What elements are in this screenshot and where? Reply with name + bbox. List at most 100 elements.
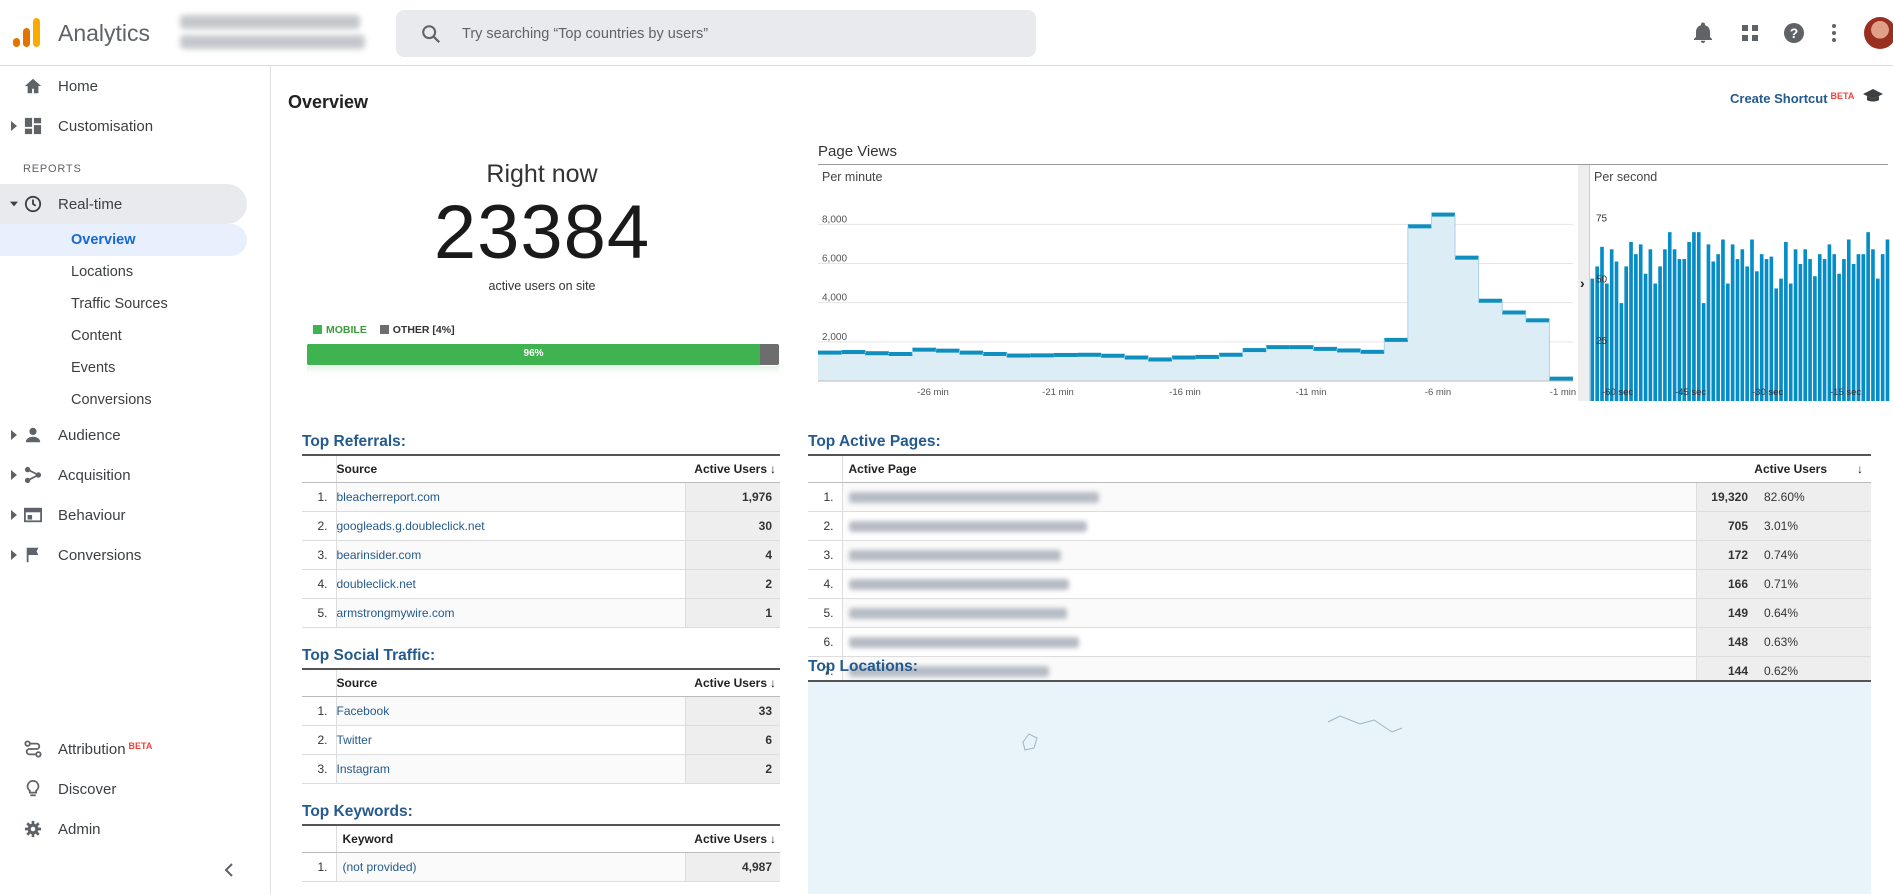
- data-bar: [1813, 276, 1817, 401]
- sidebar-subitem-events[interactable]: Events: [0, 352, 247, 384]
- sidebar-subitem-locations[interactable]: Locations: [0, 256, 247, 288]
- sidebar-item-home[interactable]: Home: [0, 66, 247, 106]
- top-locations-title[interactable]: Top Locations:: [808, 658, 918, 675]
- sidebar-item-audience[interactable]: Audience: [0, 415, 247, 455]
- sidebar-item-admin[interactable]: Admin: [0, 809, 247, 849]
- active-users-value: 166: [1695, 569, 1756, 599]
- x-tick-label: -6 min: [1425, 387, 1451, 398]
- sidebar-item-discover[interactable]: Discover: [0, 769, 247, 809]
- active-users-value: 30: [684, 511, 780, 541]
- sidebar-item-acquisition[interactable]: Acquisition: [0, 455, 247, 495]
- account-picker[interactable]: [176, 12, 371, 54]
- notifications-bell-icon[interactable]: [1691, 21, 1715, 45]
- data-step: [1502, 310, 1526, 315]
- referral-source-link[interactable]: bearinsider.com: [336, 540, 685, 570]
- per-minute-panel: Per minute 2,000 4,000 6,000 8,000 -26 min -2…: [818, 165, 1587, 401]
- app-title: Analytics: [58, 20, 151, 46]
- table-row: 1. 19,320 82.60%: [808, 482, 1871, 512]
- data-step: [1289, 345, 1314, 350]
- data-bar: [1619, 303, 1624, 401]
- more-vert-icon[interactable]: [1822, 21, 1846, 45]
- sidebar-item-label: Conversions: [58, 547, 142, 564]
- table-row: 4. doubleclick.net 2: [302, 569, 780, 599]
- referral-source-link[interactable]: armstrongmywire.com: [336, 598, 685, 628]
- active-page-path[interactable]: [842, 569, 1696, 599]
- clock-icon: [24, 195, 42, 213]
- device-legend: MOBILE OTHER [4%]: [313, 324, 455, 336]
- locations-map[interactable]: [808, 680, 1871, 894]
- top-keywords-title[interactable]: Top Keywords:: [302, 803, 413, 820]
- table-header-row: Source Active Users ↓: [302, 455, 780, 483]
- apps-grid-icon[interactable]: [1738, 21, 1762, 45]
- data-bar: [1803, 249, 1808, 401]
- data-step: [1006, 353, 1031, 358]
- active-page-path[interactable]: [842, 482, 1696, 512]
- data-bar: [1687, 241, 1691, 401]
- active-page-path[interactable]: [842, 598, 1696, 628]
- index-header: [302, 455, 337, 483]
- x-tick-label: -16 min: [1169, 387, 1201, 398]
- data-bar: [1672, 249, 1677, 401]
- data-step: [983, 351, 1007, 356]
- active-users-column-header[interactable]: Active Users ↓: [685, 455, 780, 483]
- referral-source-link[interactable]: googleads.g.doubleclick.net: [336, 511, 685, 541]
- active-users-column-header[interactable]: Active Users ↓: [685, 825, 780, 853]
- data-bar: [1856, 254, 1861, 401]
- top-social-table: Source Active Users ↓ 1. Facebook 33 2. Twitt…: [302, 668, 780, 784]
- data-bar: [1769, 256, 1774, 401]
- blurred-page-path: [848, 607, 1067, 619]
- sidebar-subitem-traffic-sources[interactable]: Traffic Sources: [0, 288, 247, 320]
- collapse-sidebar-chevron-icon[interactable]: [222, 863, 236, 877]
- create-shortcut-label: Create Shortcut: [1730, 91, 1828, 106]
- sidebar-item-realtime[interactable]: Real-time: [0, 184, 247, 224]
- help-icon[interactable]: ?: [1782, 21, 1806, 45]
- beta-badge: BETA: [1830, 91, 1855, 101]
- data-bar: [1846, 239, 1851, 401]
- chevron-right-icon: ›: [1580, 275, 1585, 291]
- active-users-column-header[interactable]: Active Users ↓: [1696, 455, 1871, 483]
- data-step: [1171, 355, 1196, 360]
- x-tick-label: -15 sec: [1830, 387, 1861, 398]
- active-page-path[interactable]: [842, 511, 1696, 541]
- y-tick-label: 2,000: [822, 332, 847, 343]
- data-bar: [1605, 283, 1609, 401]
- sidebar-subitem-content[interactable]: Content: [0, 320, 247, 352]
- data-step: [865, 351, 889, 356]
- top-active-pages-title[interactable]: Top Active Pages:: [808, 433, 941, 450]
- create-shortcut-link[interactable]: Create Shortcut BETA: [1730, 91, 1854, 106]
- active-page-path[interactable]: [842, 627, 1696, 657]
- sidebar-item-label: Behaviour: [58, 507, 126, 524]
- sidebar-item-behaviour[interactable]: Behaviour: [0, 495, 247, 535]
- sidebar-item-customisation[interactable]: Customisation: [0, 106, 247, 146]
- active-users-column-header[interactable]: Active Users ↓: [685, 669, 780, 697]
- per-minute-label: Per minute: [822, 170, 883, 184]
- keyword-link[interactable]: (not provided): [336, 852, 685, 882]
- graduation-cap-icon[interactable]: [1862, 88, 1884, 104]
- referral-source-link[interactable]: doubleclick.net: [336, 569, 685, 599]
- row-index: 2.: [808, 511, 843, 541]
- referral-source-link[interactable]: bleacherreport.com: [336, 482, 685, 512]
- sidebar-item-attribution[interactable]: Attribution BETA: [0, 729, 247, 769]
- row-index: 4.: [302, 569, 337, 599]
- analytics-logo-icon[interactable]: [13, 18, 41, 48]
- social-source-link[interactable]: Instagram: [336, 754, 685, 784]
- search-box[interactable]: [396, 10, 1036, 57]
- active-page-path[interactable]: [842, 540, 1696, 570]
- search-input[interactable]: [462, 22, 1022, 46]
- data-bar: [1638, 244, 1643, 401]
- avatar[interactable]: [1864, 17, 1893, 49]
- data-bar: [1624, 266, 1629, 401]
- sidebar-item-conversions[interactable]: Conversions: [0, 535, 247, 575]
- social-source-link[interactable]: Twitter: [336, 725, 685, 755]
- top-social-title[interactable]: Top Social Traffic:: [302, 647, 436, 664]
- sidebar-subitem-conversions[interactable]: Conversions: [0, 384, 247, 416]
- table-row: 1. (not provided) 4,987: [302, 852, 780, 882]
- social-source-link[interactable]: Facebook: [336, 696, 685, 726]
- sidebar-subitem-overview[interactable]: Overview: [0, 224, 247, 256]
- top-referrals-title[interactable]: Top Referrals:: [302, 433, 406, 450]
- sidebar-item-label: Customisation: [58, 118, 154, 135]
- sidebar-item-label: Attribution BETA: [58, 741, 152, 758]
- person-icon: [25, 427, 41, 443]
- sort-down-arrow-icon: ↓: [770, 461, 776, 476]
- table-header-row: Keyword Active Users ↓: [302, 825, 780, 853]
